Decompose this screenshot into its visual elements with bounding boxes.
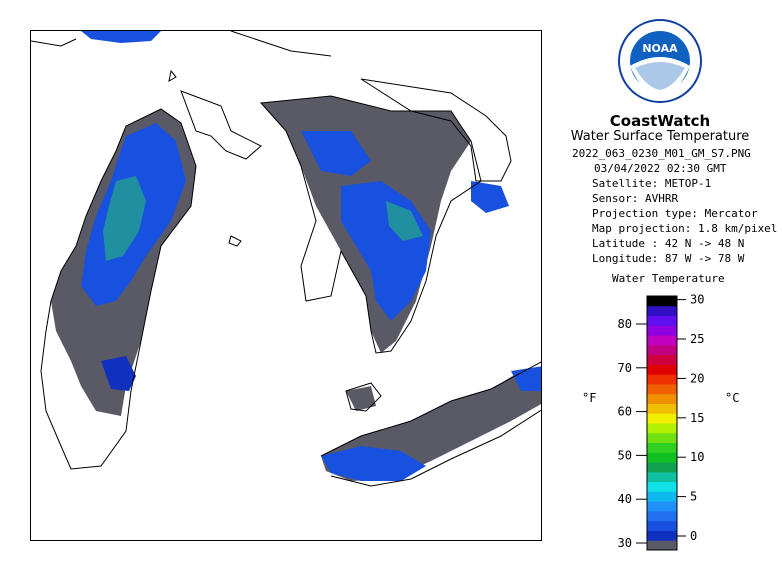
legend-color-step — [647, 462, 677, 473]
lake-erie-water — [321, 446, 426, 481]
legend-color-step — [647, 471, 677, 483]
celsius-tick-label: 10 — [690, 450, 704, 464]
metadata-sensor: Sensor: AVHRR — [592, 192, 679, 205]
coastlines — [31, 31, 541, 487]
legend-color-step — [647, 305, 677, 317]
celsius-tick-label: 25 — [690, 332, 704, 346]
celsius-unit: °C — [725, 391, 739, 405]
legend-color-step — [647, 501, 677, 512]
legend-color-bars — [647, 296, 677, 551]
fahrenheit-unit: °F — [582, 391, 596, 405]
sst-map — [31, 31, 541, 487]
legend-color-step — [647, 364, 677, 375]
lake-huron-water — [301, 131, 371, 176]
legend-color-step — [647, 296, 677, 307]
legend-color-step — [647, 403, 677, 414]
celsius-tick-label: 30 — [690, 293, 704, 307]
lake-superior-strip — [81, 31, 161, 43]
legend-color-step — [647, 413, 677, 424]
legend-title: Water Temperature — [612, 272, 725, 285]
fahrenheit-tick-label: 60 — [618, 405, 632, 419]
celsius-tick-label: 0 — [690, 529, 697, 543]
celsius-tick-label: 5 — [690, 490, 697, 504]
datetime: 03/04/2022 02:30 GMT — [594, 162, 727, 175]
legend-color-step — [647, 383, 677, 395]
fahrenheit-tick-label: 70 — [618, 361, 632, 375]
legend-color-step — [647, 452, 677, 463]
legend-color-step — [647, 481, 677, 492]
celsius-ticks: 0 5 10 15 20 25 30 — [677, 293, 704, 543]
legend-color-step — [647, 432, 677, 444]
product-title: Water Surface Temperature — [570, 129, 750, 144]
fahrenheit-tick-label: 50 — [618, 448, 632, 462]
legend-color-step — [647, 344, 677, 356]
legend-color-step — [647, 354, 677, 365]
legend-color-step — [647, 491, 677, 502]
brand-title: CoastWatch — [609, 112, 711, 130]
metadata-map-projection: Map projection: 1.8 km/pixel — [592, 222, 778, 235]
legend-color-step — [647, 530, 677, 541]
noaa-logo: NOAA — [618, 19, 702, 103]
metadata-projection-type: Projection type: Mercator — [592, 207, 758, 220]
metadata-latitude: Latitude : 42 N -> 48 N — [592, 237, 745, 250]
legend-color-step — [647, 325, 677, 336]
huron-warm — [386, 201, 423, 241]
fahrenheit-tick-label: 30 — [618, 536, 632, 550]
fahrenheit-ticks: 30 40 50 60 70 80 — [618, 317, 647, 550]
lake-michigan-patch — [101, 356, 136, 391]
metadata-longitude: Longitude: 87 W -> 78 W — [592, 252, 745, 265]
fahrenheit-tick-label: 80 — [618, 317, 632, 331]
filename: 2022_063_0230_M01_GM_S7.PNG — [572, 147, 751, 160]
fahrenheit-tick-label: 40 — [618, 492, 632, 506]
legend-color-step — [647, 315, 677, 326]
legend-color-step — [647, 520, 677, 531]
lake-st-clair — [346, 386, 376, 411]
lake-michigan-warm — [103, 176, 146, 261]
legend-color-step — [647, 442, 677, 453]
legend-border — [646, 295, 678, 551]
noaa-logo-text: NOAA — [642, 42, 678, 55]
legend-color-step — [647, 374, 677, 385]
celsius-tick-label: 20 — [690, 371, 704, 385]
legend-color-step — [647, 393, 677, 404]
lake-ontario-edge — [511, 366, 541, 391]
legend-color-step — [647, 540, 677, 551]
map-panel — [30, 30, 542, 541]
legend-color-step — [647, 423, 677, 434]
celsius-tick-label: 15 — [690, 411, 704, 425]
metadata-satellite: Satellite: METOP-1 — [592, 177, 712, 190]
color-legend: 30 40 50 60 70 80 0 5 10 15 20 25 30 °F °C — [582, 293, 739, 551]
legend-color-step — [647, 335, 677, 346]
georgian-bay-water — [471, 181, 509, 213]
legend-color-step — [647, 510, 677, 522]
